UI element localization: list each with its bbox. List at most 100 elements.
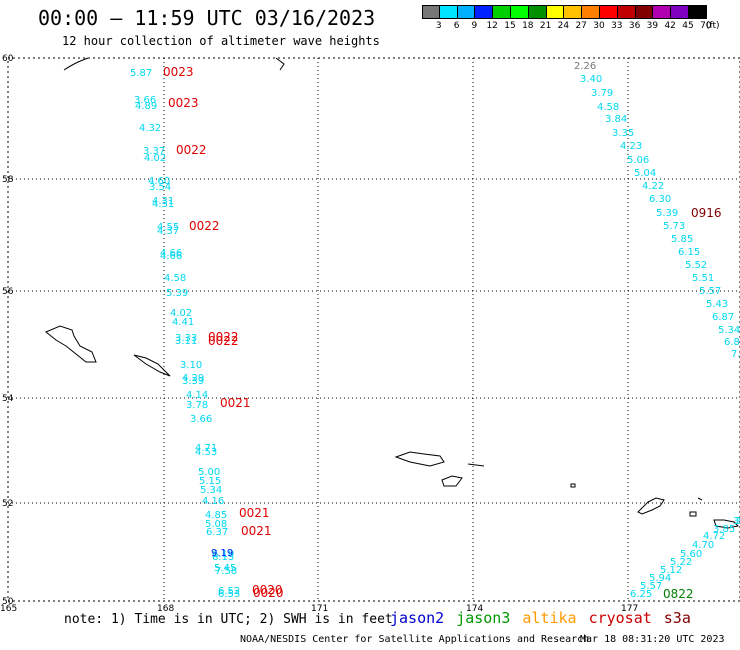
- legend-label: 33: [611, 21, 623, 31]
- pass-time-label: 0021: [220, 396, 251, 410]
- wave-height-value: 2.26: [574, 61, 596, 72]
- legend-swatch: [671, 5, 689, 19]
- wave-height-value: 6.8: [724, 337, 740, 348]
- wave-height-value: 5.57: [640, 581, 662, 592]
- legend-label: 9: [471, 21, 478, 31]
- wave-height-value: 4.58: [164, 273, 186, 284]
- legend-swatch: [564, 5, 583, 19]
- wave-height-value: 3.66: [134, 95, 156, 106]
- footnote: note: 1) Time is in UTC; 2) SWH is in fe…: [64, 612, 393, 627]
- color-legend-unit: (ft): [706, 21, 720, 31]
- wave-height-value: 5.60: [680, 549, 702, 560]
- lon-label: 177: [621, 604, 638, 614]
- pass-time-label: 0020: [252, 583, 283, 597]
- satellite-altika: altika: [522, 609, 577, 627]
- lat-label: 56: [2, 287, 14, 297]
- satellite-jason2: jason2: [390, 609, 445, 627]
- coastlines: [45, 57, 740, 529]
- wave-height-value: 5.06: [627, 155, 649, 166]
- wave-height-value: 5.45: [214, 563, 236, 574]
- legend-label: 3: [435, 21, 442, 31]
- wave-height-value: 6.52: [218, 586, 240, 597]
- wave-height-value: 3.85: [713, 524, 735, 535]
- wave-height-value: 6.53: [218, 589, 240, 600]
- wave-height-value: 4.41: [172, 317, 194, 328]
- legend-label: 15: [504, 21, 516, 31]
- wave-height-value: 5.52: [685, 260, 707, 271]
- pass-time-label: 0021: [241, 524, 272, 538]
- wave-height-value: 4.31: [152, 196, 174, 207]
- graticule: [8, 58, 740, 601]
- island-rat: [713, 519, 740, 529]
- wave-height-value: 3.33: [175, 333, 197, 344]
- island-small-1: [689, 511, 697, 517]
- wave-height-value: 4.66: [160, 248, 182, 259]
- legend-swatch: [528, 5, 547, 19]
- east-track-gray-values: 2.26: [574, 61, 596, 72]
- legend-label: 39: [646, 21, 659, 31]
- wave-height-value: 3.66: [190, 414, 212, 425]
- wave-height-value: 4.66: [160, 251, 182, 262]
- pass-time-label: 0022: [189, 219, 220, 233]
- legend-swatch: [653, 5, 672, 19]
- wave-height-value: 4.70: [692, 540, 714, 551]
- legend-swatch: [688, 5, 707, 19]
- lon-label: 168: [157, 604, 174, 614]
- wave-height-value: 4.53: [195, 447, 217, 458]
- west-track-times: 0023002300220022002200220021002100210020…: [163, 65, 284, 600]
- lon-label: 165: [0, 604, 17, 614]
- legend-label: 42: [664, 21, 676, 31]
- legend-label: 36: [628, 21, 641, 31]
- wave-height-value: 4.60: [148, 176, 170, 187]
- legend-label: 27: [575, 21, 587, 31]
- wave-height-value: 5.87: [130, 68, 152, 79]
- wave-height-value: 3.6: [733, 516, 740, 527]
- lat-label: 54: [2, 394, 14, 404]
- wave-height-value: 3.35: [612, 128, 634, 139]
- page-title: 00:00 – 11:59 UTC 03/16/2023: [38, 6, 376, 30]
- wave-height-value: 5.73: [663, 221, 685, 232]
- wave-height-value: 4.16: [202, 496, 224, 507]
- west-track-dark-values: 9.19: [211, 548, 233, 559]
- wave-height-value: 9.19: [211, 548, 233, 559]
- legend-swatch: [439, 5, 458, 19]
- satellite-s3a: s3a: [663, 609, 691, 627]
- wave-height-value: 4.31: [152, 199, 174, 210]
- wave-height-value: 4.14: [186, 390, 208, 401]
- legend-label: 70: [700, 21, 712, 31]
- wave-height-value: 4.23: [620, 141, 642, 152]
- page-subtitle: 12 hour collection of altimeter wave hei…: [62, 34, 380, 48]
- wave-height-value: 3.40: [580, 74, 602, 85]
- credit: NOAA/NESDIS Center for Satellite Applica…: [240, 634, 590, 645]
- wave-height-value: 4.71: [195, 443, 217, 454]
- pass-time-label: 0020: [253, 586, 284, 600]
- legend-label: 18: [522, 21, 534, 31]
- coastline-top: [63, 57, 285, 71]
- legend-swatch: [457, 5, 476, 19]
- island-commander-medny: [133, 354, 171, 377]
- wave-height-value: 3.54: [149, 182, 171, 193]
- wave-height-value: 6.87: [712, 312, 734, 323]
- legend-swatch: [546, 5, 565, 19]
- wave-height-value: 5.39: [656, 208, 678, 219]
- lat-label: 60: [2, 54, 14, 64]
- island-agattu: [441, 475, 463, 487]
- lat-label: 50: [2, 597, 14, 607]
- legend-swatch: [599, 5, 618, 19]
- pass-time-label: 0021: [239, 506, 270, 520]
- wave-height-value: 5.04: [634, 168, 656, 179]
- satellite-legend: jason2 jason3 altika cryosat s3a: [390, 609, 703, 627]
- pass-time-label: 0022: [208, 330, 239, 344]
- wave-height-value: 5.43: [706, 299, 728, 310]
- wave-height-value: 5.15: [199, 476, 221, 487]
- island-attu: [394, 451, 445, 467]
- wave-height-value: 4.58: [597, 102, 619, 113]
- wave-height-value: 6.30: [649, 194, 671, 205]
- map-frame: [7, 57, 740, 602]
- wave-height-value: 4.37: [157, 226, 179, 237]
- west-track-values: 5.873.664.894.323.374.024.603.544.314.31…: [130, 68, 240, 600]
- legend-swatch: [422, 5, 440, 19]
- island-small-2: [697, 497, 703, 501]
